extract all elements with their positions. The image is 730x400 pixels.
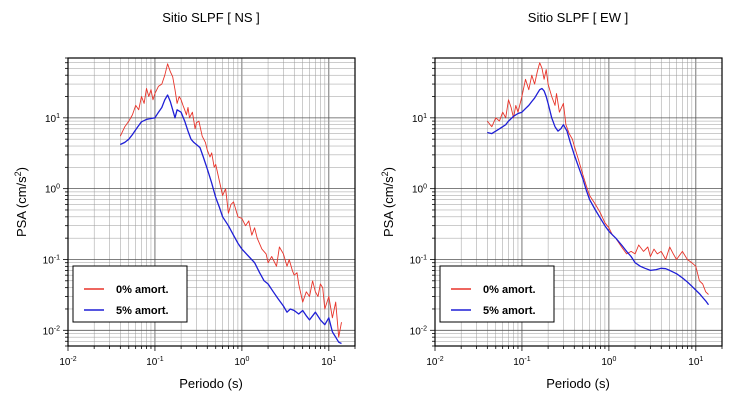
- y-axis-label-ns: PSA (cm/s2): [13, 167, 29, 237]
- series-line-0pct-ns: [119, 63, 342, 338]
- y-tick-label: 100: [45, 184, 60, 196]
- y-tick-label: 101: [45, 113, 60, 125]
- x-tick-label: 100: [234, 356, 249, 368]
- legend-label-0pct-ew: 0% amort.: [483, 284, 536, 296]
- series-line-5pct-ew: [487, 87, 710, 306]
- y-tick-label: 10-1: [410, 254, 427, 266]
- legend-label-5pct-ew: 5% amort.: [483, 305, 536, 317]
- chart-title-ns: Sitio SLPF [ NS ]: [162, 10, 260, 25]
- y-tick-label: 10-1: [43, 254, 60, 266]
- y-axis-label-sup-ew: 2: [380, 171, 390, 176]
- x-tick-label: 101: [688, 356, 703, 368]
- legend-box-ns: [72, 265, 188, 323]
- chart-title-ew: Sitio SLPF [ EW ]: [528, 10, 628, 25]
- series-ns: [119, 63, 342, 345]
- x-axis-label-ns: Periodo (s): [179, 376, 243, 391]
- x-tick-label: 101: [321, 356, 336, 368]
- y-tick-label: 10-2: [410, 325, 427, 337]
- legend-label-5pct-ns: 5% amort.: [116, 305, 169, 317]
- y-tick-label: 10-2: [43, 325, 60, 337]
- y-axis-label-sup-ns: 2: [13, 171, 23, 176]
- y-tick-label: 100: [412, 184, 427, 196]
- y-axis-label-end-ns: ): [14, 167, 29, 171]
- series-ew: [486, 62, 710, 306]
- legend-box-ew: [439, 265, 555, 323]
- y-axis-label-main-ew: PSA (cm/s: [381, 176, 396, 237]
- x-tick-label: 10-1: [513, 356, 530, 368]
- legend-ew: 0% amort. 5% amort.: [439, 265, 555, 323]
- ticks-ns: 10-2 10-1 100 101 10-2 10-1 100 101: [43, 57, 356, 368]
- y-axis-label-end-ew: ): [381, 167, 396, 171]
- chart-panel-ew: Sitio SLPF [ EW ] 10-2 10-1 100 101 10-2 10-1…: [380, 10, 723, 391]
- x-tick-label: 10-1: [146, 356, 163, 368]
- plot-frame-ew: [434, 57, 723, 347]
- x-tick-label: 10-2: [59, 356, 76, 368]
- y-axis-label-ew: PSA (cm/s2): [380, 167, 396, 237]
- x-axis-label-ew: Periodo (s): [546, 376, 610, 391]
- x-tick-label: 100: [601, 356, 616, 368]
- x-tick-label: 10-2: [426, 356, 443, 368]
- series-line-5pct-ns: [120, 94, 342, 345]
- y-axis-label-main-ns: PSA (cm/s: [14, 176, 29, 237]
- chart-panel-ns: Sitio SLPF [ NS ] 10-2 10-1 100 101 10-2 10-1…: [13, 10, 356, 391]
- plot-frame-ns: [67, 57, 356, 347]
- legend-label-0pct-ns: 0% amort.: [116, 284, 169, 296]
- legend-ns: 0% amort. 5% amort.: [72, 265, 188, 323]
- y-tick-label: 101: [412, 113, 427, 125]
- series-line-0pct-ew: [486, 62, 709, 295]
